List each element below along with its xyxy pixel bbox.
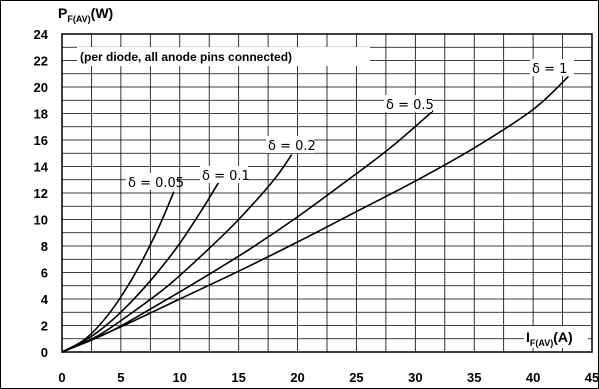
series-label-0-5: δ = 0.5 [386, 98, 434, 113]
x-tick-label: 5 [117, 370, 124, 385]
x-tick-label: 45 [585, 370, 599, 385]
x-tick-label: 40 [526, 370, 540, 385]
label-backdrop-0-2 [266, 136, 314, 153]
y-tick-label: 24 [34, 27, 49, 42]
x-tick-label: 20 [290, 370, 304, 385]
y-tick-label: 20 [34, 80, 48, 95]
y-tick-label: 22 [34, 54, 48, 69]
series-label-0-05: δ = 0.05 [128, 176, 184, 191]
y-tick-label: 4 [41, 292, 49, 307]
y-tick-label: 2 [41, 319, 48, 334]
annotation-backdrop [77, 47, 370, 66]
y-tick-label: 10 [34, 213, 48, 228]
series-line-1 [61, 178, 222, 353]
x-axis-title: IF(AV)(A) [526, 329, 573, 348]
label-backdrop-1 [530, 59, 574, 76]
y-tick-label: 0 [41, 345, 48, 360]
series-line-4 [61, 75, 569, 353]
series-label-0-1: δ = 0.1 [202, 169, 250, 184]
series-label-0-2: δ = 0.2 [268, 139, 316, 154]
annotation: (per diode, all anode pins connected) [80, 50, 292, 64]
label-backdrop-0-5 [384, 95, 432, 112]
y-tick-label: 14 [34, 160, 49, 175]
y-tick-label: 12 [34, 186, 48, 201]
series-labels: δ = 0.05 δ = 0.1 δ = 0.2 δ = 0.5 δ = 1 [126, 59, 574, 191]
x-tick-label: 25 [349, 370, 363, 385]
x-tick-label: 30 [408, 370, 422, 385]
series-line-0 [61, 191, 175, 353]
y-tick-label: 18 [34, 107, 48, 122]
x-tick-label: 0 [58, 370, 65, 385]
series-label-1: δ = 1 [532, 62, 567, 77]
label-backdrop-0-05 [126, 173, 176, 190]
series-line-2 [61, 154, 293, 353]
y-axis-title: PF(AV)(W) [58, 5, 113, 24]
plot-border [61, 33, 593, 353]
series-line-3 [61, 110, 434, 353]
x-tick-label: 35 [467, 370, 481, 385]
x-tick-label: 10 [173, 370, 187, 385]
y-tick-label: 8 [41, 239, 48, 254]
x-axis-title-backdrop [524, 326, 588, 348]
series-lines [61, 75, 569, 353]
label-backdrop-0-1 [200, 166, 248, 183]
y-tick-label: 6 [41, 266, 48, 281]
x-tick-label: 15 [231, 370, 245, 385]
y-tick-label: 16 [34, 133, 48, 148]
